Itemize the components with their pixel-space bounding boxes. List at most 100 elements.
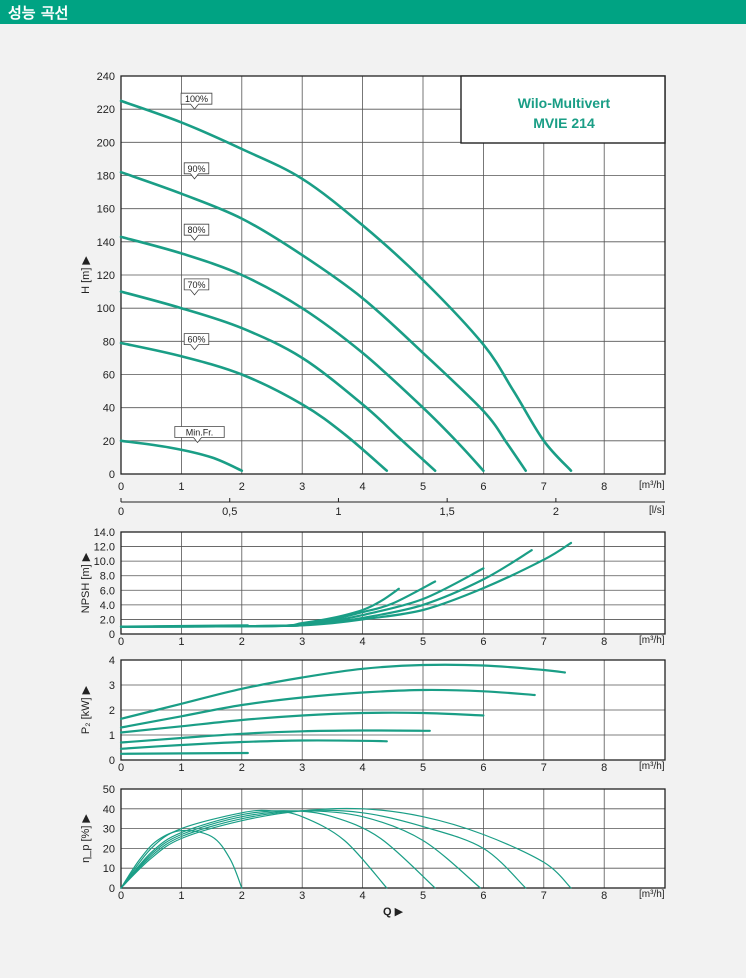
head-curve-label-box [183,333,210,351]
power-x-tick-label: 4 [360,762,366,774]
head-curve-label: 70% [187,280,205,290]
head-title-box [460,75,666,144]
npsh-x-tick-label: 1 [178,636,184,648]
efficiency-curve [120,810,481,889]
power-x-tick-label: 0 [118,762,124,774]
efficiency-chart: 0 10 20 30 40 50 0 1 2 3 4 5 6 7 8 [m³/h] η_p [%] ▶ Q ▶ [80,784,666,918]
npsh-y-tick-label: 10.0 [94,556,115,568]
head-curve-label-box [174,426,225,444]
power-x-unit: [m³/h] [639,761,665,772]
efficiency-curve [120,809,388,889]
power-x-tick-label: 2 [239,762,245,774]
power-y-tick-label: 1 [109,730,115,742]
head-x-tick-label: 1 [178,481,184,493]
power-x-tick-label: 1 [178,762,184,774]
npsh-plot-area [121,532,665,634]
npsh-x-tick-label: 6 [480,636,486,648]
head-x-tick-label: 7 [541,481,547,493]
efficiency-x-tick-label: 4 [360,890,366,902]
head-frame [120,75,666,475]
npsh-chart: 02.04.06.08.010.012.014.00 1 2 3 4 5 6 7 8 [m³/h]… [80,527,666,648]
head-curve-label: 80% [187,225,205,235]
head-secondary-tick-label: 0 [118,506,124,518]
efficiency-y-tick-label: 20 [103,843,115,855]
efficiency-y-tick-label: 10 [103,863,115,875]
efficiency-y-tick-label: 0 [109,883,115,895]
head-subtitle: MVIE 214 [533,115,595,131]
efficiency-frame [120,788,666,889]
head-curve-label-box [183,278,210,296]
power-x-tick-label: 7 [541,762,547,774]
head-x-tick-label: 2 [239,481,245,493]
head-y-tick-label: 240 [97,71,115,83]
head-x-tick-label: 3 [299,481,305,493]
power-curve [119,688,536,729]
npsh-curve [119,541,573,628]
efficiency-plot-area [121,789,665,888]
head-curve [119,99,573,472]
efficiency-y-tick-label: 40 [103,804,115,816]
section-header: 성능 곡선 [0,0,746,24]
npsh-x-tick-label: 2 [239,636,245,648]
head-curve-label-box [180,92,213,110]
efficiency-curve [120,807,572,889]
head-x-tick-label: 4 [360,481,366,493]
head-secondary-tick-label: 1 [335,506,341,518]
npsh-y-tick-label: 0 [109,629,115,641]
head-curve-label-box [183,162,210,180]
npsh-x-tick-label: 3 [299,636,305,648]
chart-panel: 0 20 40 60 80 100 120 140 160 180 200 220 240 0 1 2 3 4 5 6… [0,28,746,978]
power-x-tick-label: 5 [420,762,426,774]
head-y-tick-label: 100 [97,303,115,315]
head-curve-label: 90% [187,164,205,174]
head-curve-label: Min.Fr. [186,427,214,437]
head-y-tick-label: 0 [109,469,115,481]
npsh-y-tick-label: 6.0 [100,585,115,597]
npsh-x-tick-label: 8 [601,636,607,648]
npsh-y-tick-label: 4.0 [100,600,115,612]
power-chart: 0 1 2 3 4 0 1 2 3 4 5 6 7 8 [m³/h] P₂ [kW] ▶ [80,655,666,774]
head-y-tick-label: 180 [97,171,115,183]
head-x-tick-label: 5 [420,481,426,493]
efficiency-x-axis-label: Q ▶ [383,906,404,918]
head-y-tick-label: 20 [103,436,115,448]
power-y-tick-label: 3 [109,680,115,692]
head-title: Wilo-Multivert [518,95,611,111]
efficiency-x-tick-label: 2 [239,890,245,902]
head-curve-label: 60% [187,335,205,345]
npsh-x-tick-label: 4 [360,636,366,648]
npsh-x-tick-label: 7 [541,636,547,648]
power-x-tick-label: 6 [480,762,486,774]
power-y-tick-label: 2 [109,705,115,717]
head-secondary-tick-label: 1,5 [440,506,455,518]
power-y-axis-label: P₂ [kW] ▶ [80,685,92,734]
head-x-tick-label: 0 [118,481,124,493]
efficiency-x-tick-label: 3 [299,890,305,902]
npsh-y-tick-label: 8.0 [100,571,115,583]
power-curve [119,729,431,744]
npsh-x-tick-label: 5 [420,636,426,648]
head-curve [119,439,244,472]
efficiency-curve [120,810,436,889]
head-y-tick-label: 120 [97,270,115,282]
efficiency-x-tick-label: 8 [601,890,607,902]
head-y-tick-label: 80 [103,336,115,348]
head-y-axis-label: H [m] ▶ [80,256,92,294]
head-y-tick-label: 60 [103,370,115,382]
efficiency-y-tick-label: 50 [103,784,115,796]
power-curve [119,711,485,734]
power-frame [120,659,666,761]
head-y-tick-label: 160 [97,204,115,216]
power-y-tick-label: 0 [109,755,115,767]
npsh-y-axis-label: NPSH [m] ▶ [80,552,92,613]
efficiency-x-tick-label: 1 [178,890,184,902]
power-curve [119,739,388,750]
head-curve [119,170,527,472]
efficiency-y-axis-label: η_p [%] ▶ [80,814,92,863]
head-y-tick-label: 200 [97,137,115,149]
head-secondary-unit: [l/s] [649,505,665,516]
head-secondary-tick-label: 2 [553,506,559,518]
efficiency-x-tick-label: 6 [480,890,486,902]
